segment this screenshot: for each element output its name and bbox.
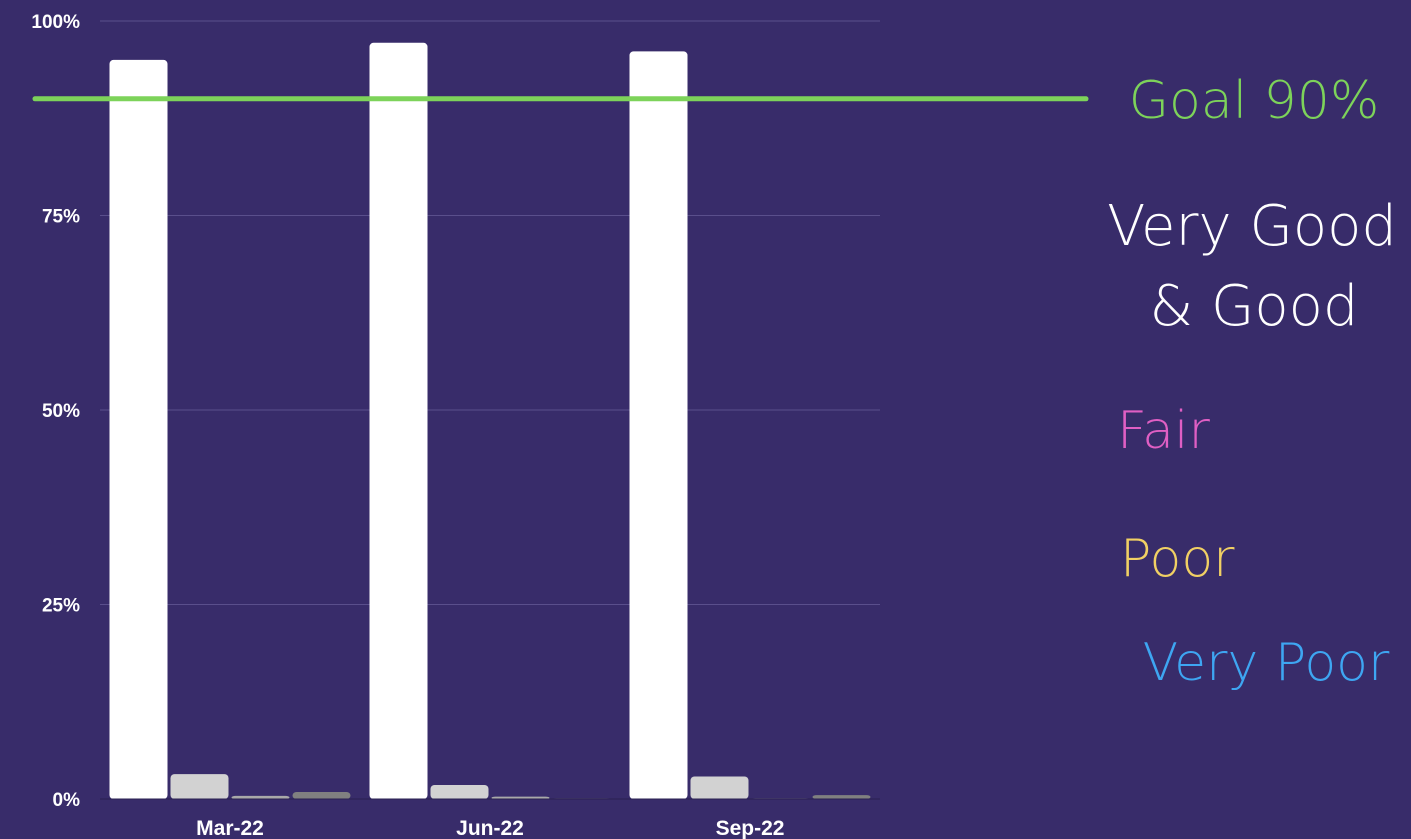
x-axis-tick-labels: Mar-22 Jun-22 Sep-22 (196, 817, 784, 839)
legend-entry: Fair (1117, 401, 1210, 461)
y-tick-label: 50% (42, 401, 80, 422)
x-tick-label: Jun-22 (456, 817, 524, 839)
grid-lines (100, 20, 880, 605)
bar (292, 791, 351, 799)
legend-entry: Poor (1120, 529, 1235, 589)
y-tick-label: 25% (42, 596, 80, 617)
legend-entry: Very Good (1107, 194, 1397, 259)
bar (690, 776, 749, 799)
bar (491, 796, 550, 799)
goal-label: Goal 90% (1129, 71, 1380, 131)
bar (629, 51, 688, 800)
x-tick-label: Sep-22 (716, 817, 785, 839)
bar (109, 59, 168, 799)
bar (430, 784, 489, 799)
bar (812, 795, 871, 799)
y-tick-label: 0% (53, 790, 81, 811)
legend: Goal 90% Very Good & Good Fair Poor Very Poo… (1107, 71, 1397, 693)
legend-entry: & Good (1150, 274, 1359, 339)
bar (170, 774, 229, 799)
bars (109, 42, 871, 800)
bar (231, 795, 290, 799)
x-tick-label: Mar-22 (196, 817, 264, 839)
bar (369, 42, 428, 800)
legend-entry: Very Poor (1143, 633, 1390, 693)
y-tick-label: 75% (42, 207, 80, 228)
y-tick-label: 100% (31, 12, 80, 33)
y-axis-tick-labels: 0% 25% 50% 75% 100% (31, 12, 80, 811)
